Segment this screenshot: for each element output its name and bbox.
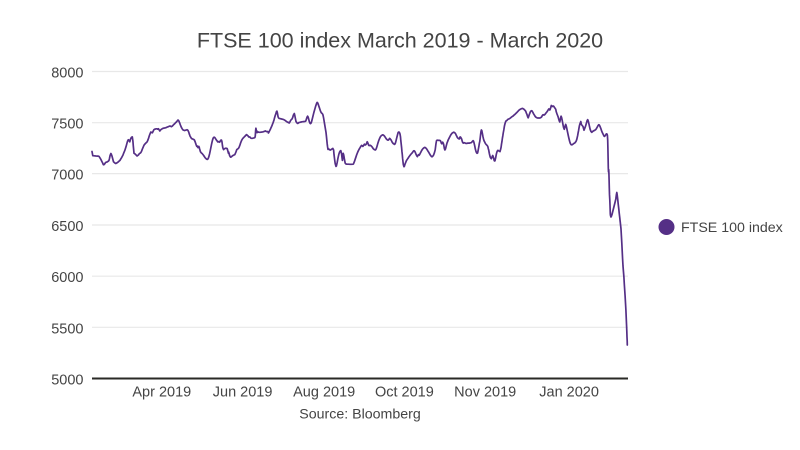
svg-text:8000: 8000 (51, 66, 83, 82)
svg-text:5000: 5000 (51, 373, 83, 389)
svg-text:7500: 7500 (51, 117, 83, 133)
svg-text:Jan 2020: Jan 2020 (539, 385, 599, 401)
svg-text:FTSE 100 index March 2019 - Ma: FTSE 100 index March 2019 - March 2020 (197, 28, 603, 52)
svg-text:Aug 2019: Aug 2019 (293, 385, 355, 401)
svg-text:6000: 6000 (51, 270, 83, 286)
svg-text:7000: 7000 (51, 168, 83, 184)
svg-text:5500: 5500 (51, 321, 83, 337)
svg-text:FTSE 100 index: FTSE 100 index (681, 220, 783, 236)
svg-text:Nov 2019: Nov 2019 (454, 385, 516, 401)
svg-text:Source: Bloomberg: Source: Bloomberg (299, 407, 420, 423)
svg-text:Apr 2019: Apr 2019 (132, 385, 191, 401)
svg-text:6500: 6500 (51, 219, 83, 235)
svg-text:Oct 2019: Oct 2019 (375, 385, 434, 401)
svg-text:Jun 2019: Jun 2019 (213, 385, 273, 401)
